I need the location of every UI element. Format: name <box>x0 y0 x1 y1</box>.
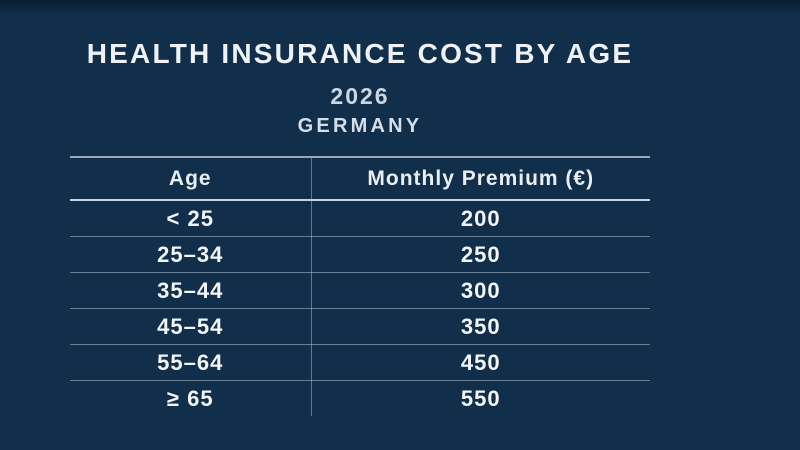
age-cell: 25–34 <box>70 236 312 273</box>
premium-cell: 250 <box>311 236 650 273</box>
premium-table: Age Monthly Premium (€) < 25 200 25–34 2… <box>70 156 650 416</box>
column-header-age: Age <box>70 156 312 201</box>
premium-cell: 450 <box>311 344 650 381</box>
table-row: 55–64 450 <box>70 344 650 381</box>
table-row: 25–34 250 <box>70 236 650 273</box>
table-row: < 25 200 <box>70 200 650 237</box>
table-row: 35–44 300 <box>70 272 650 309</box>
age-cell: 35–44 <box>70 272 312 309</box>
premium-cell: 350 <box>311 308 650 345</box>
age-cell: 45–54 <box>70 308 312 345</box>
header-row: Age Monthly Premium (€) <box>70 156 650 201</box>
subtitle-year: 2026 <box>330 83 390 109</box>
age-cell: < 25 <box>70 200 312 237</box>
premium-cell: 300 <box>311 272 650 309</box>
table-row: 45–54 350 <box>70 308 650 345</box>
table-row: ≥ 65 550 <box>70 380 650 416</box>
content-block: HEALTH INSURANCE COST BY AGE 2026 GERMAN… <box>70 36 650 416</box>
column-header-premium: Monthly Premium (€) <box>311 156 650 201</box>
age-cell: ≥ 65 <box>70 380 312 416</box>
subtitle-country: GERMANY <box>297 115 423 137</box>
page-title: HEALTH INSURANCE COST BY AGE <box>86 38 634 69</box>
table-header: Age Monthly Premium (€) <box>70 156 650 201</box>
table-body: < 25 200 25–34 250 35–44 300 45–54 350 5… <box>70 200 650 416</box>
premium-cell: 550 <box>460 385 501 411</box>
premium-cell: 200 <box>311 200 650 237</box>
age-cell: 55–64 <box>70 344 312 381</box>
